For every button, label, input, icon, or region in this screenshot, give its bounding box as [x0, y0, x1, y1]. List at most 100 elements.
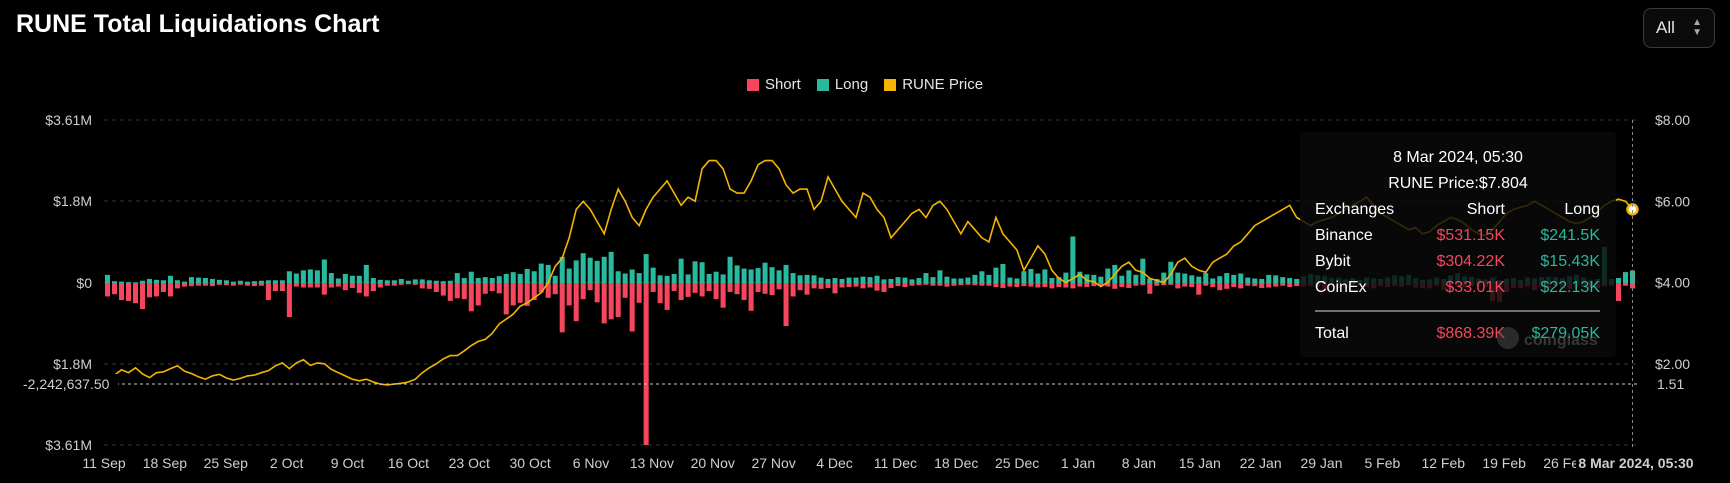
x-axis-label: 5 Feb	[1364, 455, 1400, 471]
long-bar	[279, 280, 285, 283]
long-bar	[559, 256, 565, 283]
x-axis-label: 8 Jan	[1122, 455, 1156, 471]
long-bar	[1007, 277, 1013, 283]
short-bar	[314, 283, 320, 288]
long-bar	[1035, 273, 1041, 283]
short-bar	[426, 283, 432, 289]
short-bar	[587, 283, 593, 291]
short-bar	[1189, 283, 1195, 288]
short-bar	[237, 283, 243, 285]
long-bar	[440, 281, 446, 283]
long-bar	[1105, 268, 1111, 283]
short-bar	[125, 283, 132, 301]
long-bar	[258, 280, 264, 283]
short-bar	[573, 283, 579, 322]
long-bar	[650, 267, 656, 283]
long-bar	[909, 279, 915, 283]
long-bar	[223, 280, 229, 283]
short-bar	[1238, 283, 1244, 289]
tooltip-header: Exchanges	[1315, 201, 1394, 218]
long-bar	[1273, 275, 1279, 283]
short-bar	[139, 283, 145, 310]
long-bar	[132, 282, 138, 283]
short-bar	[1203, 283, 1209, 286]
long-bar	[412, 279, 418, 283]
short-bar	[335, 283, 341, 287]
crosshair-left-box	[18, 374, 118, 394]
tooltip-total-long: $279.05K	[1531, 325, 1600, 342]
long-bar	[685, 274, 691, 283]
long-bar	[678, 258, 684, 283]
short-bar	[1112, 283, 1118, 289]
short-bar	[552, 283, 558, 295]
long-bar	[405, 280, 411, 283]
long-bar	[251, 281, 257, 283]
short-bar	[1140, 283, 1146, 286]
short-bar	[776, 283, 782, 290]
tooltip-panel	[1300, 132, 1616, 357]
short-bar	[1147, 283, 1153, 294]
short-swatch	[746, 78, 759, 91]
long-bar	[629, 269, 635, 283]
long-bar	[895, 277, 901, 283]
short-bar	[1210, 283, 1216, 288]
long-bar	[671, 273, 677, 283]
short-bar	[244, 283, 250, 286]
legend-item-short[interactable]: Short	[746, 76, 801, 93]
short-bar	[930, 283, 936, 286]
long-bar	[1266, 274, 1272, 283]
long-bar	[825, 278, 831, 283]
x-axis-label: 13 Nov	[630, 455, 674, 471]
long-bar	[860, 276, 866, 283]
short-bar	[657, 283, 663, 304]
short-bar	[328, 283, 334, 288]
long-bar	[1252, 278, 1258, 283]
short-bar	[160, 283, 166, 292]
short-bar	[874, 283, 880, 291]
short-bar	[496, 283, 502, 294]
short-bar	[517, 283, 523, 303]
long-bar	[153, 279, 159, 283]
short-bar	[965, 283, 971, 285]
x-axis-label: 18 Sep	[143, 455, 188, 471]
time-range-select[interactable]: All ▲ ▼	[1643, 8, 1715, 48]
short-bar	[1084, 283, 1090, 288]
long-bar	[1091, 274, 1097, 283]
short-bar	[1259, 283, 1265, 288]
long-bar	[769, 267, 775, 283]
long-bar	[363, 264, 369, 283]
tooltip-datetime: 8 Mar 2024, 05:30	[1393, 149, 1523, 166]
long-bar	[545, 264, 551, 283]
x-axis-label: 4 Dec	[816, 455, 853, 471]
short-bar	[972, 283, 978, 286]
legend-item-price[interactable]: RUNE Price	[884, 76, 983, 93]
short-bar	[132, 283, 138, 304]
long-bar	[174, 280, 180, 283]
long-bar	[265, 280, 271, 283]
legend-item-long[interactable]: Long	[816, 76, 868, 93]
long-bar	[1140, 258, 1146, 283]
right-axis-label: $2.00	[1655, 356, 1690, 372]
short-bar	[1042, 283, 1048, 288]
x-axis-label: 29 Jan	[1300, 455, 1342, 471]
short-bar	[748, 283, 754, 311]
legend-label: RUNE Price	[902, 76, 984, 93]
long-bar	[139, 280, 145, 283]
x-axis-label: 25 Dec	[995, 455, 1039, 471]
long-bar	[902, 277, 908, 283]
long-bar	[986, 274, 992, 283]
x-axis-label: 1 Jan	[1061, 455, 1095, 471]
short-bar	[986, 283, 992, 286]
left-axis-label: $1.8M	[53, 356, 92, 372]
long-bar	[1077, 271, 1083, 283]
short-bar	[720, 283, 726, 308]
short-bar	[377, 283, 383, 288]
x-axis-label: 15 Jan	[1179, 455, 1221, 471]
long-bar	[146, 278, 152, 283]
long-bar	[797, 275, 803, 283]
short-bar	[664, 283, 670, 310]
long-bar	[1070, 236, 1076, 283]
long-bar	[1224, 273, 1230, 283]
long-bar	[328, 273, 334, 283]
